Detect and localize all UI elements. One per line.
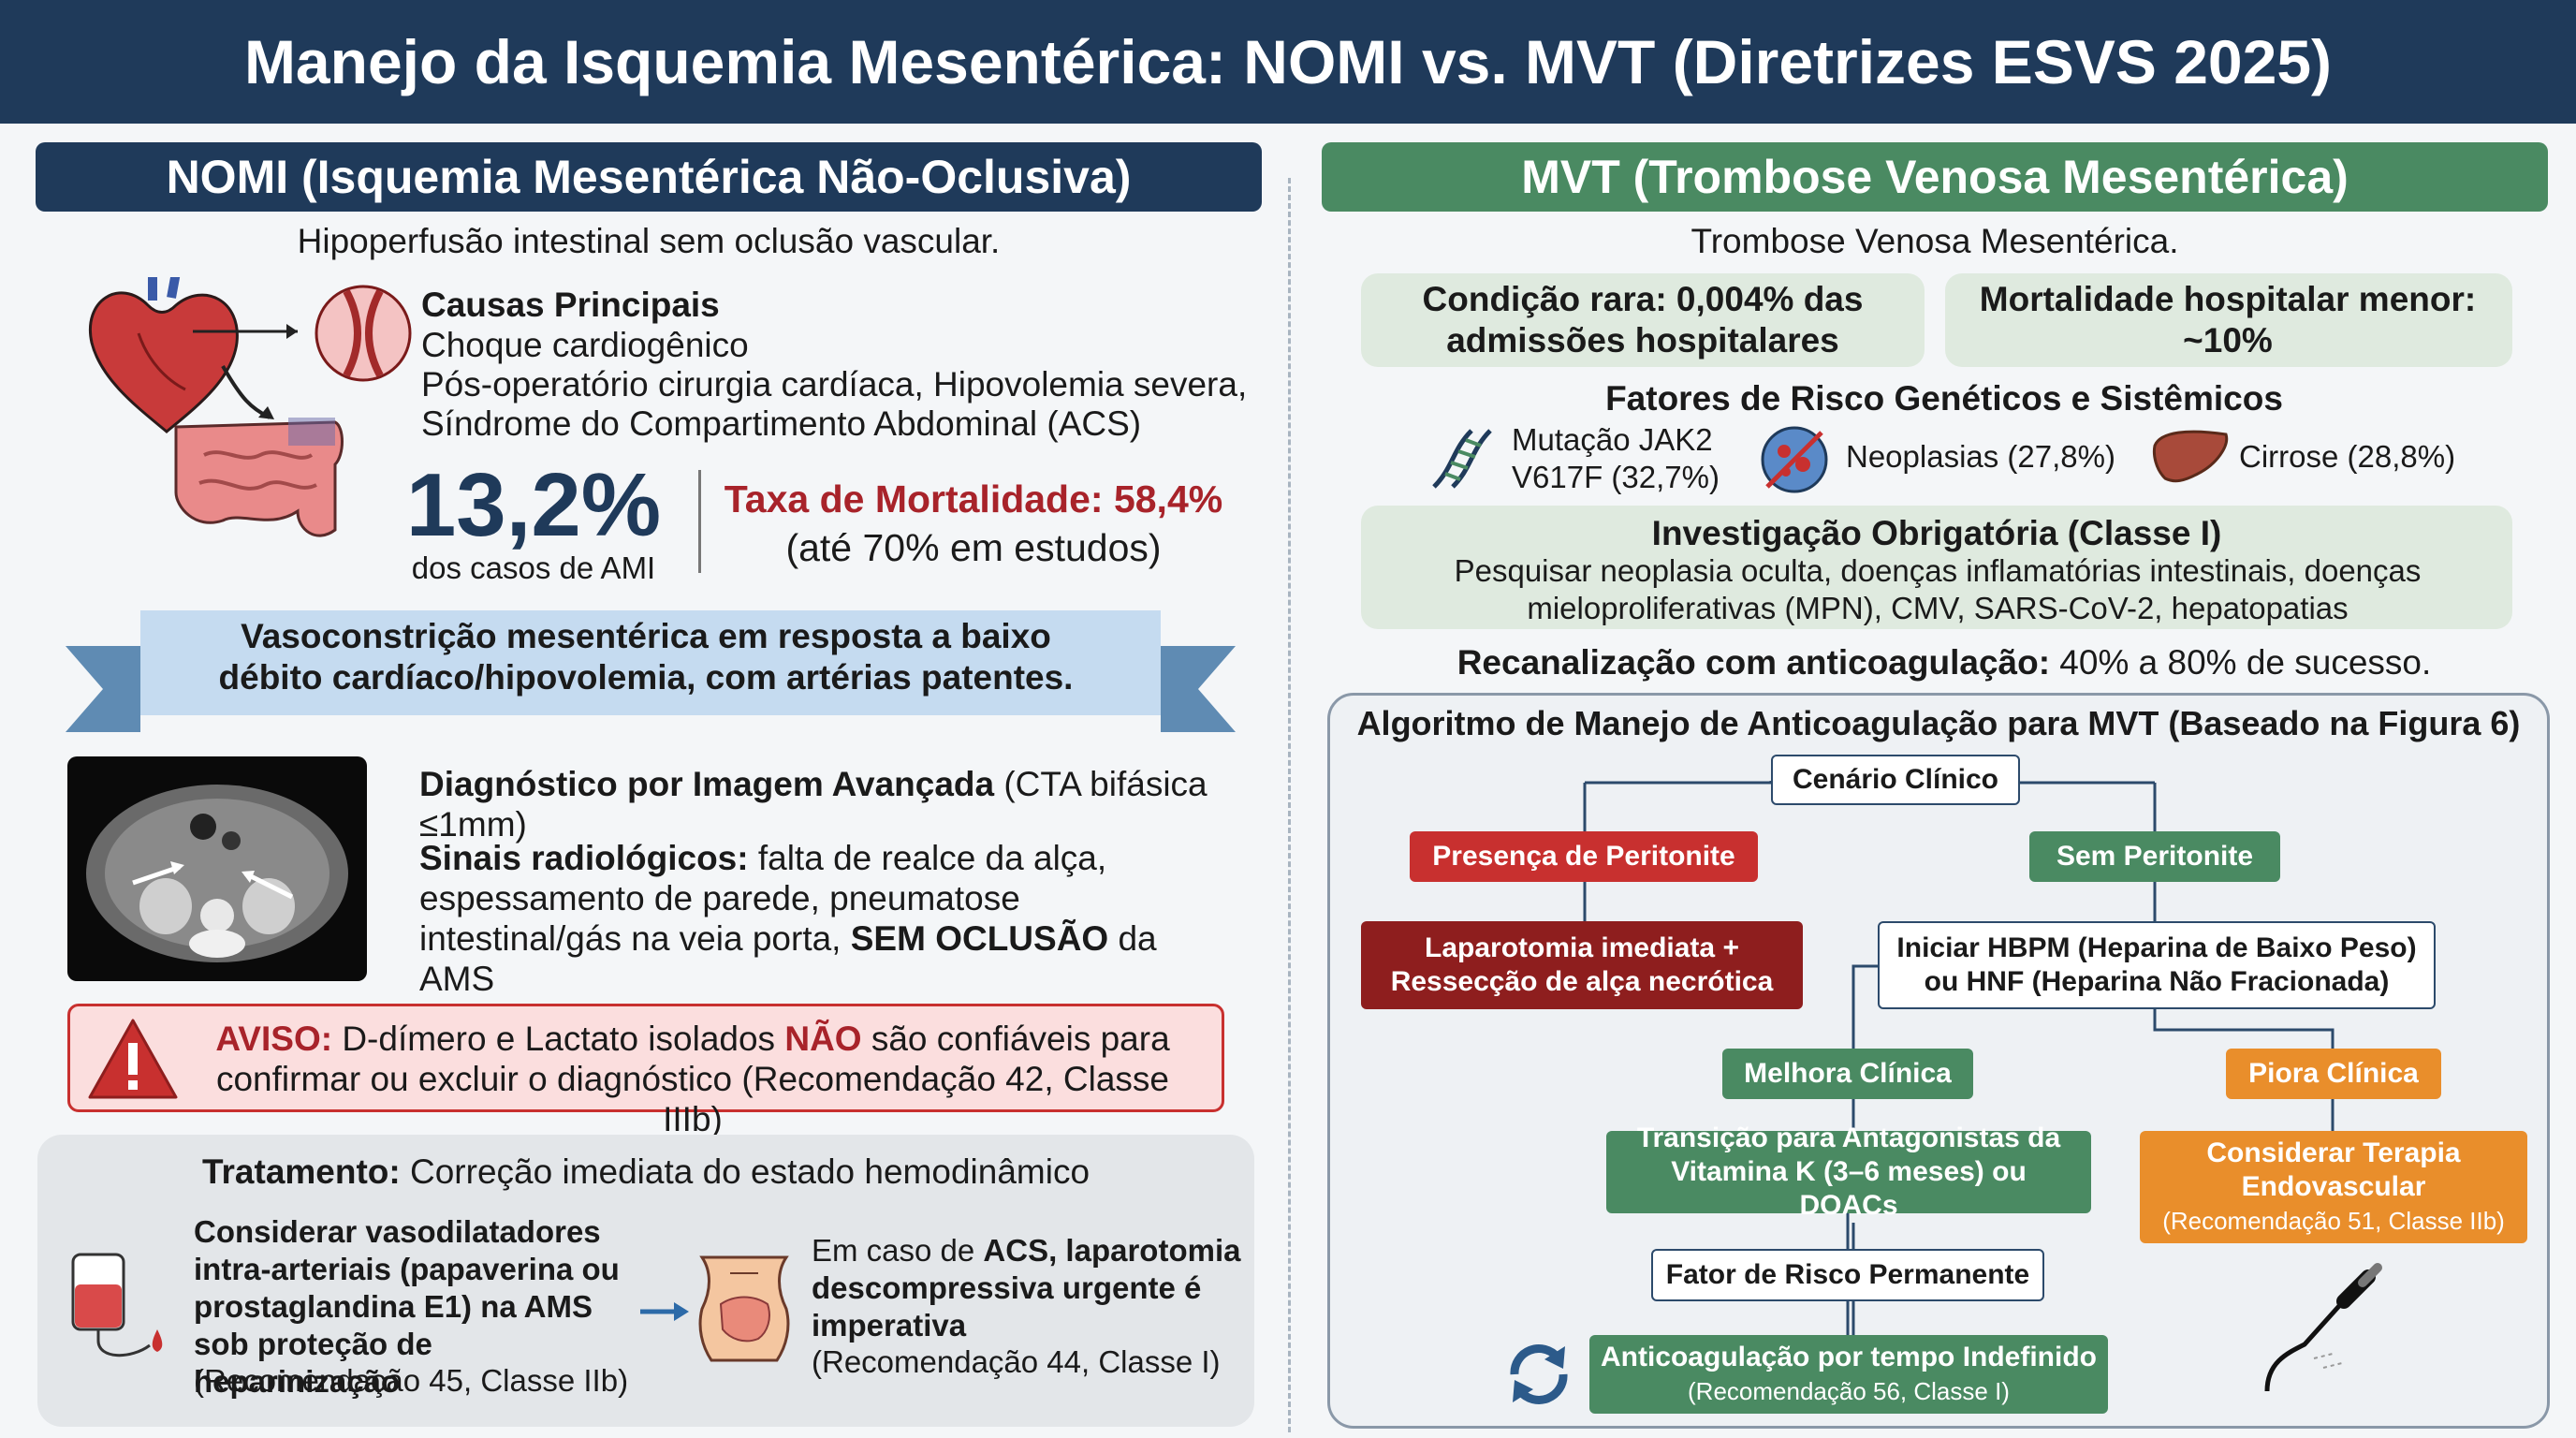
imaging-line: Diagnóstico por Imagem Avançada (CTA bif… [419, 764, 1243, 844]
investigation-text: Pesquisar neoplasia oculta, doenças infl… [1454, 553, 2422, 625]
node-presenca-peritonite: Presença de Peritonite [1410, 831, 1758, 882]
imaging-rest: (CTA bifásica ≤1mm) [419, 765, 1208, 844]
node-iniciar-hbpm: Iniciar HBPM (Heparina de Baixo Peso) ou… [1878, 921, 2436, 1009]
warning-icon [88, 1019, 178, 1099]
signs-rest: falta de realce da alça, espessamento de… [419, 839, 1107, 958]
page-title: Manejo da Isquemia Mesentérica: NOMI vs.… [0, 0, 2576, 124]
recan-rest: 40% a 80% de sucesso. [2050, 643, 2432, 682]
treatment-box [37, 1135, 1254, 1427]
mvt-title: MVT (Trombose Venosa Mesentérica) [1322, 142, 2548, 212]
risk-jak2: Mutação JAK2 V617F (32,7%) [1512, 422, 1720, 494]
iv-bag-icon [71, 1253, 163, 1357]
vaso-rec: (Recomendação 45, Classe IIb) [194, 1363, 629, 1398]
investigation-box [1361, 506, 2512, 629]
node-anticoagulacao-indefinida: Anticoagulação por tempo Indefinido (Rec… [1589, 1335, 2108, 1414]
arrow-right-icon [640, 1302, 689, 1321]
abdomen-icon [698, 1255, 790, 1362]
acs-bold: ACS, laparotomia descompressiva urgente … [812, 1233, 1241, 1343]
warning-rest: são confiáveis para confirmar ou excluir… [215, 1020, 1170, 1138]
neoplasia-icon [1761, 426, 1828, 493]
treatment-line: Tratamento: Correção imediata do estado … [37, 1152, 1254, 1192]
signs-bold2: SEM OCLUSÃO [850, 919, 1109, 958]
nomi-title: NOMI (Isquemia Mesentérica Não-Oclusiva) [36, 142, 1262, 212]
node-cenario-clinico: Cenário Clínico [1771, 755, 2020, 805]
catheter-icon [2264, 1263, 2382, 1392]
risk-neoplasia: Neoplasias (27,8%) [1846, 439, 2115, 474]
dna-icon [1432, 429, 1492, 489]
treatment-rest: Correção imediata do estado hemodinâmico [400, 1152, 1090, 1191]
stat-divider [698, 470, 701, 573]
ribbon-text: Vasoconstrição mesentérica em resposta a… [218, 617, 1074, 697]
anticoag-rec: (Recomendação 56, Classe I) [1688, 1377, 2010, 1405]
treatment-bold: Tratamento: [201, 1152, 401, 1191]
risk-cirrose: Cirrose (28,8%) [2239, 439, 2456, 474]
terapia-rec: (Recomendação 51, Classe IIb) [2162, 1207, 2505, 1235]
stat-rare-text: Condição rara: 0,004% das admissões hosp… [1422, 280, 1864, 360]
node-laparotomia: Laparotomia imediata + Ressecção de alça… [1361, 921, 1803, 1009]
recan-bold: Recanalização com anticoagulação: [1456, 643, 2051, 682]
mortality-note: (até 70% em estudos) [785, 526, 1162, 569]
acs-text: Em caso de ACS, laparotomia descompressi… [812, 1232, 1242, 1344]
nomi-subtitle: Hipoperfusão intestinal sem oclusão vasc… [297, 222, 1001, 260]
column-divider [1288, 178, 1291, 1432]
ct-scan-image [67, 756, 367, 981]
node-fator-risco-permanente: Fator de Risco Permanente [1651, 1249, 2044, 1301]
warning-nao: NÃO [784, 1020, 862, 1058]
node-melhora-clinica: Melhora Clínica [1722, 1049, 1973, 1099]
stat-box-rare [1361, 273, 1925, 367]
anticoag-label: Anticoagulação por tempo Indefinido [1600, 1342, 2097, 1372]
stat-label: dos casos de AMI [411, 550, 656, 585]
warning-bold: AVISO: [215, 1020, 333, 1058]
artery-cross-section-icon [315, 285, 412, 382]
warning-box [67, 1004, 1224, 1112]
node-sem-peritonite: Sem Peritonite [2029, 831, 2280, 882]
signs-paragraph: Sinais radiológicos: falta de realce da … [419, 838, 1224, 999]
intestine-icon [174, 418, 344, 537]
stat-box-mortality [1945, 273, 2512, 367]
algorithm-title: Algoritmo de Manejo de Anticoagulação pa… [1356, 704, 2521, 742]
imaging-bold: Diagnóstico por Imagem Avançada [419, 765, 995, 803]
node-terapia-endovascular: Considerar Terapia Endovascular (Recomen… [2140, 1131, 2527, 1243]
warning-text: AVISO: D-dímero e Lactato isolados NÃO s… [187, 1019, 1198, 1139]
flowchart-connectors-lower [1846, 1099, 2334, 1335]
risk-title: Fatores de Risco Genéticos e Sistêmicos [1605, 379, 2283, 418]
heart-intestine-illustration [89, 277, 412, 537]
acs-pre: Em caso de [812, 1233, 984, 1268]
recanalization-line: Recanalização com anticoagulação: 40% a … [1322, 642, 2567, 682]
stat-mortality-text: Mortalidade hospitalar menor: ~10% [1979, 280, 2477, 360]
acs-rec: (Recomendação 44, Classe I) [812, 1344, 1221, 1379]
investigation-title: Investigação Obrigatória (Classe I) [1651, 514, 2222, 552]
mvt-subtitle: Trombose Venosa Mesentérica. [1690, 222, 2179, 260]
cause-item: Síndrome do Compartimento Abdominal (ACS… [421, 404, 1142, 443]
vaso-text: Considerar vasodilatadores intra-arteria… [194, 1214, 620, 1399]
cause-item: Pós-operatório cirurgia cardíaca, Hipovo… [421, 365, 1248, 404]
heart-icon [89, 277, 239, 433]
ribbon-shape [66, 610, 1236, 732]
stat-value: 13,2% [405, 455, 662, 555]
signs-bold: Sinais radiológicos: [419, 839, 749, 877]
terapia-label: Considerar Terapia Endovascular [2206, 1137, 2461, 1202]
causes-title: Causas Principais [421, 286, 720, 324]
warning-mid: D-dímero e Lactato isolados [332, 1020, 785, 1058]
mortality-label: Taxa de Mortalidade: 58,4% [724, 477, 1223, 521]
liver-icon [2152, 430, 2229, 483]
node-piora-clinica: Piora Clínica [2226, 1049, 2441, 1099]
signs-end: da AMS [419, 919, 1157, 998]
cause-item: Choque cardiogênico [421, 326, 749, 364]
refresh-icon [1510, 1344, 1568, 1404]
